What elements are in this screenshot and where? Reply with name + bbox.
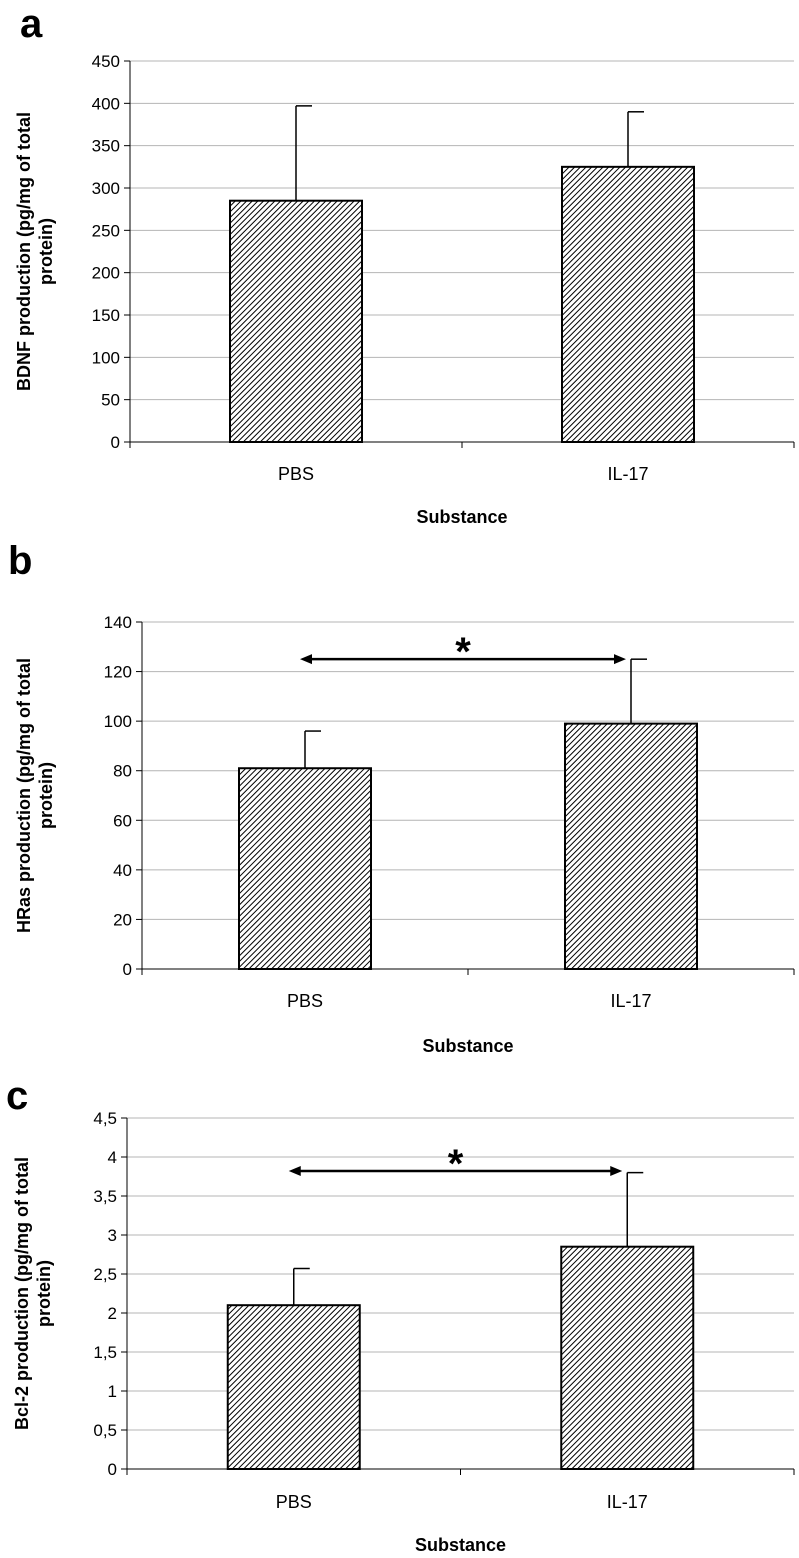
bar-a-IL-17 [561,165,695,443]
y-axis-title-line-a-1: protein) [36,218,56,285]
y-tick-label-c-9: 4,5 [93,1109,117,1128]
bar-c-PBS [226,1304,361,1470]
significance-arrowhead-left-c [288,1166,301,1177]
y-axis-title-c: Bcl-2 production (pg/mg of total protein) [12,1157,54,1430]
y-tick-label-b-0: 0 [123,960,132,979]
x-axis-title-b: Substance [422,1036,513,1056]
x-category-label-c-0: PBS [276,1492,312,1512]
bdnf-chart: 0 50 100 150 200 250 300 350 400 450 PBS IL-17 Subst… [14,2,795,527]
y-axis-title-a: BDNF production (pg/mg of total protein) [14,112,56,391]
significance-arrowhead-left-b [300,654,312,665]
hras-chart: 0 20 40 60 80 100 120 140 PBS IL-17 * Substance HRas… [8,539,795,1056]
x-category-label-b-0: PBS [287,991,323,1011]
x-category-label-c-1: IL-17 [607,1492,648,1512]
panel-label-b: b [8,539,32,583]
y-tick-label-b-5: 100 [104,712,132,731]
y-tick-label-b-2: 40 [113,861,132,880]
significance-arrowhead-right-b [614,654,626,665]
y-axis-title-b: HRas production (pg/mg of total protein) [14,658,56,933]
chart-panel-b: 0 20 40 60 80 100 120 140 PBS IL-17 * Substance HRas… [0,527,799,1067]
significance-star-c: * [448,1142,464,1186]
panel-label-c: c [6,1074,28,1118]
y-tick-label-a-8: 400 [92,94,120,113]
y-tick-label-c-5: 2,5 [93,1265,117,1284]
y-tick-label-c-2: 1 [108,1382,117,1401]
y-tick-label-a-1: 50 [101,391,120,410]
x-category-label-a-1: IL-17 [607,464,648,484]
y-tick-label-b-3: 60 [113,811,132,830]
y-tick-label-b-1: 20 [113,910,132,929]
y-axis-title-line-c-0: Bcl-2 production (pg/mg of total [12,1157,32,1430]
y-tick-label-a-9: 450 [92,52,120,71]
y-axis-title-line-b-1: protein) [36,762,56,829]
y-tick-label-a-0: 0 [111,433,120,452]
x-category-label-b-1: IL-17 [610,991,651,1011]
y-tick-label-a-7: 350 [92,137,120,156]
panel-label-a: a [20,2,43,46]
y-tick-label-a-3: 150 [92,306,120,325]
y-tick-label-c-4: 2 [108,1304,117,1323]
y-tick-label-b-7: 140 [104,613,132,632]
x-axis-title-c: Substance [415,1535,506,1555]
y-tick-label-a-2: 100 [92,348,120,367]
y-tick-label-a-4: 200 [92,264,120,283]
y-tick-label-c-3: 1,5 [93,1343,117,1362]
significance-star-b: * [455,630,471,674]
bar-b-IL-17 [564,722,698,970]
y-tick-label-c-7: 3,5 [93,1187,117,1206]
x-axis-title-a: Substance [416,507,507,527]
chart-panel-a: 0 50 100 150 200 250 300 350 400 450 PBS IL-17 Subst… [0,0,799,527]
x-category-label-a-0: PBS [278,464,314,484]
bar-c-IL-17 [560,1245,695,1470]
y-axis-title-line-c-1: protein) [34,1260,54,1327]
bcl2-chart: 0 0,5 1 1,5 2 2,5 3 3,5 4 4,5 PBS IL-17 * Substance Bc… [6,1074,795,1555]
bar-b-PBS [238,767,372,970]
y-tick-label-a-5: 250 [92,221,120,240]
chart-panel-c: 0 0,5 1 1,5 2 2,5 3 3,5 4 4,5 PBS IL-17 * Substance Bc… [0,1067,799,1558]
y-tick-label-c-6: 3 [108,1226,117,1245]
y-tick-label-c-1: 0,5 [93,1421,117,1440]
y-tick-label-c-0: 0 [108,1460,117,1479]
y-axis-title-line-a-0: BDNF production (pg/mg of total [14,112,34,391]
y-tick-label-b-6: 120 [104,663,132,682]
significance-arrowhead-right-c [610,1166,623,1177]
bar-a-PBS [229,199,363,443]
y-axis-title-line-b-0: HRas production (pg/mg of total [14,658,34,933]
y-tick-label-b-4: 80 [113,762,132,781]
y-tick-label-a-6: 300 [92,179,120,198]
y-tick-label-c-8: 4 [108,1148,117,1167]
